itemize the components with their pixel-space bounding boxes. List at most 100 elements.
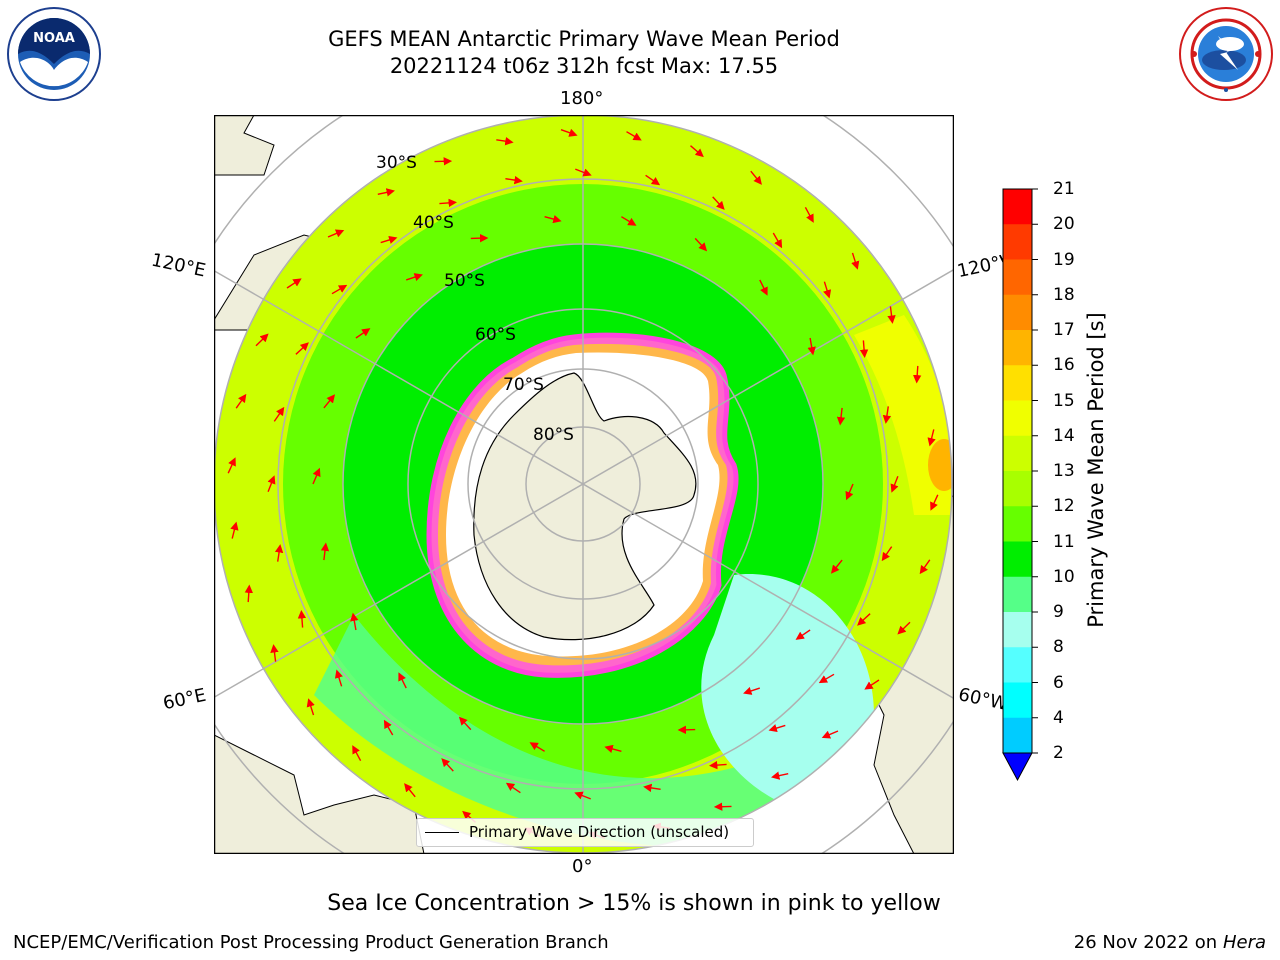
colorbar-tick-label: 13	[1053, 461, 1075, 481]
africa-land	[214, 734, 425, 854]
wave-direction-arrow	[709, 760, 727, 770]
wave-direction-arrow	[505, 175, 523, 185]
wave-direction-arrow	[273, 406, 285, 422]
colorbar-label: Primary Wave Mean Period [s]	[1084, 312, 1108, 628]
lat-label-40s: 40°S	[413, 213, 454, 233]
colorbar-tick-label: 11	[1053, 531, 1075, 552]
australia-land	[214, 115, 275, 176]
wave-direction-arrow	[306, 698, 315, 716]
noaa-logo-text: NOAA	[33, 31, 75, 46]
lon-label-60e: 60°E	[161, 684, 208, 715]
colorbar-band	[1003, 647, 1032, 683]
colorbar-band	[1003, 471, 1032, 507]
wave-direction-arrow	[230, 521, 239, 539]
wave-direction-arrow	[851, 252, 860, 270]
colorbar-tick-label: 14	[1053, 425, 1075, 446]
wave-direction-arrow	[544, 215, 562, 224]
colorbar-band	[1003, 330, 1032, 366]
map-subtitle: 20221124 t06z 312h fcst Max: 17.55	[389, 54, 779, 78]
wave-direction-arrow	[377, 188, 395, 197]
wave-direction-arrow	[529, 742, 545, 752]
colorbar-tick-label: 17	[1053, 320, 1075, 340]
wave-direction-arrow	[270, 644, 279, 662]
wave-direction-arrow	[255, 333, 269, 347]
wave-direction-arrow	[235, 393, 247, 409]
wave-direction-arrow	[350, 612, 359, 631]
wave-direction-arrow	[643, 783, 661, 793]
colorbar-band	[1003, 259, 1032, 296]
wave-direction-arrow	[795, 629, 811, 640]
footer-branch: NCEP/EMC/Verification Post Processing Pr…	[13, 932, 609, 953]
wave-direction-arrow	[575, 168, 592, 177]
colorbar-band	[1003, 400, 1032, 437]
wave-direction-arrow	[864, 679, 880, 690]
wave-direction-arrow	[405, 273, 423, 282]
colorbar-band	[1003, 506, 1032, 542]
colorbar-tick-label: 21	[1053, 179, 1075, 199]
colorbar-tick-label: 6	[1053, 672, 1064, 693]
lon-label-0: 0°	[572, 856, 593, 877]
colorbar-tick-label: 15	[1053, 390, 1075, 411]
wave-direction-arrow	[887, 306, 896, 324]
colorbar-tick-label: 18	[1053, 284, 1075, 305]
wave-direction-arrow	[759, 279, 768, 296]
lon-label-180: 180°	[560, 88, 604, 109]
wave-direction-arrow	[930, 494, 939, 511]
wave-direction-arrow	[383, 719, 394, 736]
wave-direction-arrow	[334, 669, 343, 687]
wave-direction-arrow	[380, 235, 398, 244]
wave-direction-arrow	[295, 342, 309, 355]
wave-direction-arrow	[439, 198, 457, 208]
lat-label-30s: 30°S	[376, 153, 417, 173]
lat-label-70s: 70°S	[503, 375, 544, 395]
colorbar-tick-label: 20	[1053, 214, 1075, 235]
wave-direction-arrow	[823, 281, 832, 299]
wave-direction-arrow	[750, 170, 762, 185]
colorbar-tick-label: 16	[1053, 355, 1075, 376]
colorbar-band	[1003, 682, 1032, 719]
wave-direction-arrow	[882, 406, 892, 424]
map-legend: Primary Wave Direction (unscaled)	[416, 818, 754, 847]
wave-direction-arrow	[712, 196, 725, 210]
wave-direction-arrow	[227, 457, 236, 474]
colorbar-tick-label: 8	[1053, 637, 1064, 658]
polar-map	[214, 115, 954, 854]
colorbar	[1002, 188, 1038, 782]
wave-direction-arrow	[743, 686, 761, 695]
wave-direction-arrow	[352, 745, 362, 762]
lat-label-50s: 50°S	[444, 271, 485, 291]
colorbar-band	[1003, 224, 1032, 260]
wave-direction-arrow	[927, 429, 936, 447]
wave-direction-arrow	[857, 613, 871, 626]
wave-direction-arrow	[836, 407, 846, 426]
colorbar-tick-label: 10	[1053, 566, 1075, 587]
colorbar-band	[1003, 294, 1032, 331]
colorbar-band	[1003, 541, 1032, 578]
wave-direction-arrow	[574, 791, 591, 800]
wave-direction-arrow	[297, 610, 307, 628]
wave-direction-arrow	[859, 340, 869, 358]
wave-direction-arrow	[331, 284, 348, 295]
wave-direction-arrow	[274, 544, 284, 562]
wave-direction-arrows	[227, 128, 939, 840]
colorbar-tick-label: 2	[1053, 743, 1064, 763]
legend-line-swatch	[425, 832, 459, 833]
wave-direction-arrow	[286, 278, 302, 289]
wave-direction-arrow	[830, 559, 843, 574]
wave-direction-arrow	[881, 546, 893, 562]
wave-direction-arrow	[441, 758, 454, 772]
wave-direction-arrow	[560, 128, 578, 137]
wave-direction-arrow	[398, 672, 407, 689]
wave-direction-arrow	[604, 744, 622, 753]
wave-direction-arrow	[768, 724, 786, 733]
wave-direction-arrow	[458, 716, 472, 731]
wave-direction-arrow	[912, 365, 922, 384]
wave-direction-arrow	[323, 394, 336, 409]
colorbar-tick-label: 4	[1053, 707, 1064, 728]
colorbar-extend-triangle	[1002, 752, 1033, 782]
wave-direction-arrow	[404, 783, 416, 798]
wave-direction-arrow	[355, 328, 371, 339]
noaa-logo-icon: NOAA	[7, 7, 101, 101]
nws-logo	[1178, 6, 1274, 102]
wave-direction-arrow	[807, 337, 816, 356]
